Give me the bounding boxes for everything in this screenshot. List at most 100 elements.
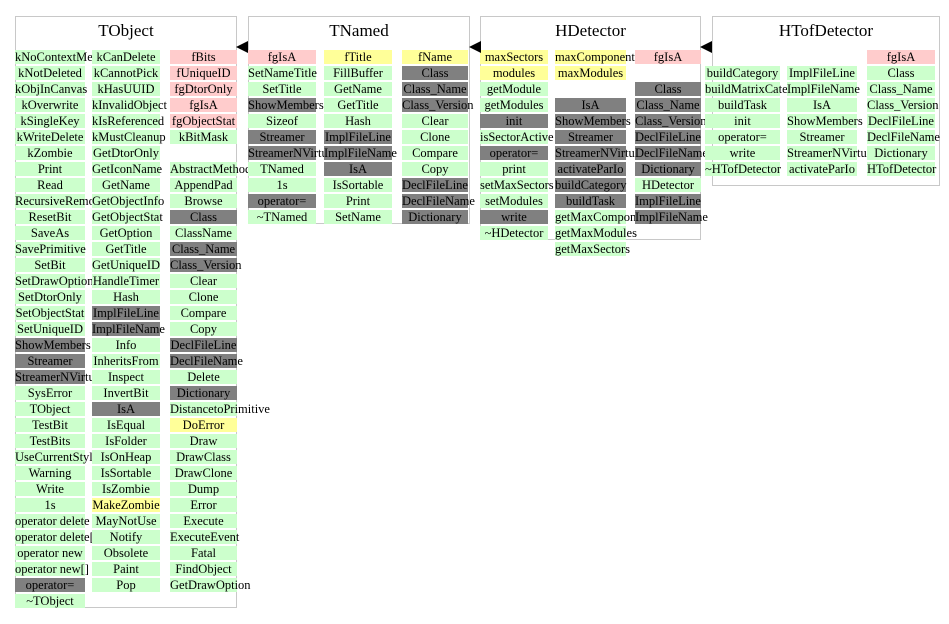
member-cell: setModules	[480, 194, 548, 208]
member-cell: SavePrimitive	[15, 242, 86, 256]
member-cell: TObject	[15, 402, 85, 416]
member-cell: IsA	[787, 98, 857, 112]
member-cell: GetUniqueID	[92, 258, 161, 272]
member-cell: kOverwrite	[15, 98, 85, 112]
member-cell: Copy	[170, 322, 237, 336]
member-cell: Streamer	[15, 354, 85, 368]
member-cell: kCanDelete	[92, 50, 160, 64]
member-cell: ~HTofDetector	[705, 162, 781, 176]
member-cell: activateParIo	[555, 162, 626, 176]
member-cell: Class_Name	[635, 98, 701, 112]
member-cell: GetTitle	[92, 242, 160, 256]
member-cell: Write	[15, 482, 85, 496]
inheritance-arrow-icon	[469, 41, 481, 53]
member-cell: Streamer	[555, 130, 626, 144]
member-cell: getModule	[480, 82, 548, 96]
member-cell: write	[480, 210, 548, 224]
member-cell: buildMatrixCategory	[705, 82, 811, 96]
member-cell: DeclFileLine	[170, 338, 237, 352]
member-cell: fgIsA	[248, 50, 316, 64]
member-cell: 1s	[15, 498, 85, 512]
member-cell: ImplFileName	[635, 210, 708, 224]
member-cell: isSectorActive	[480, 130, 554, 144]
member-cell: MakeZombie	[92, 498, 160, 512]
member-cell: GetObjectInfo	[92, 194, 165, 208]
member-cell: fgIsA	[867, 50, 935, 64]
member-cell: DeclFileName	[170, 354, 243, 368]
member-cell: StreamerNVirtual	[555, 146, 644, 160]
member-cell: Dump	[170, 482, 237, 496]
member-cell: fBits	[170, 50, 237, 64]
member-cell	[635, 66, 701, 80]
member-cell: Warning	[15, 466, 85, 480]
member-cell: Dictionary	[170, 386, 237, 400]
member-cell: kBitMask	[170, 130, 237, 144]
member-cell: HTofDetector	[867, 162, 937, 176]
class-title: HDetector	[555, 21, 626, 40]
member-cell: 1s	[248, 178, 316, 192]
member-cell: DrawClone	[170, 466, 237, 480]
member-cell: maxModules	[555, 66, 626, 80]
member-cell: fTitle	[324, 50, 392, 64]
member-cell: InvertBit	[92, 386, 160, 400]
member-cell: kHasUUID	[92, 82, 160, 96]
member-cell	[170, 146, 237, 160]
member-cell: InheritsFrom	[92, 354, 160, 368]
member-cell: AbstractMethod	[170, 162, 252, 176]
member-cell: DeclFileName	[867, 130, 940, 144]
member-cell: StreamerNVirtual	[787, 146, 876, 160]
member-cell: ~HDetector	[480, 226, 548, 240]
member-cell: ImplFileLine	[635, 194, 701, 208]
member-cell: Pop	[92, 578, 160, 592]
member-cell: SaveAs	[15, 226, 85, 240]
member-cell	[705, 50, 780, 64]
member-cell: Dictionary	[635, 162, 701, 176]
member-cell: DeclFileLine	[635, 130, 701, 144]
member-cell: kNoContextMenu	[15, 50, 106, 64]
member-cell: TNamed	[248, 162, 316, 176]
member-cell: Print	[324, 194, 392, 208]
member-cell: ImplFileLine	[92, 306, 160, 320]
member-cell: Fatal	[170, 546, 237, 560]
member-cell: GetOption	[92, 226, 160, 240]
member-cell: IsSortable	[92, 466, 160, 480]
member-cell: ImplFileLine	[787, 66, 857, 80]
member-cell: Class_Version	[170, 258, 242, 272]
member-cell: Sizeof	[248, 114, 316, 128]
member-cell: getMaxModules	[555, 226, 637, 240]
member-cell: Class_Name	[402, 82, 468, 96]
member-cell: Streamer	[248, 130, 316, 144]
member-cell: Paint	[92, 562, 160, 576]
member-cell: Hash	[92, 290, 160, 304]
member-cell: ShowMembers	[248, 98, 324, 112]
member-cell: setMaxSectors	[480, 178, 554, 192]
member-cell: write	[705, 146, 780, 160]
member-cell: fgObjectStat	[170, 114, 237, 128]
member-cell: maxComponents	[555, 50, 640, 64]
member-cell: init	[480, 114, 548, 128]
class-title: TObject	[98, 21, 154, 40]
member-cell: kIsReferenced	[92, 114, 165, 128]
member-cell: Browse	[170, 194, 237, 208]
member-cell: Dictionary	[867, 146, 935, 160]
member-cell: IsOnHeap	[92, 450, 160, 464]
member-cell: ShowMembers	[15, 338, 91, 352]
member-cell: IsA	[324, 162, 392, 176]
member-cell: HandleTimer	[92, 274, 160, 288]
member-cell: StreamerNVirtual	[248, 146, 337, 160]
member-cell: Hash	[324, 114, 392, 128]
member-cell: fName	[402, 50, 468, 64]
member-cell: TestBits	[15, 434, 85, 448]
member-cell: DeclFileLine	[867, 114, 935, 128]
member-cell: DrawClass	[170, 450, 237, 464]
member-cell: Draw	[170, 434, 237, 448]
member-cell: Execute	[170, 514, 237, 528]
member-cell: operator=	[15, 578, 85, 592]
member-cell: IsA	[555, 98, 626, 112]
member-cell	[555, 82, 626, 96]
member-cell: Copy	[402, 162, 468, 176]
member-cell: SetDrawOption	[15, 274, 94, 288]
member-cell: kZombie	[15, 146, 85, 160]
member-cell: StreamerNVirtual	[15, 370, 104, 384]
member-cell: activateParIo	[787, 162, 857, 176]
